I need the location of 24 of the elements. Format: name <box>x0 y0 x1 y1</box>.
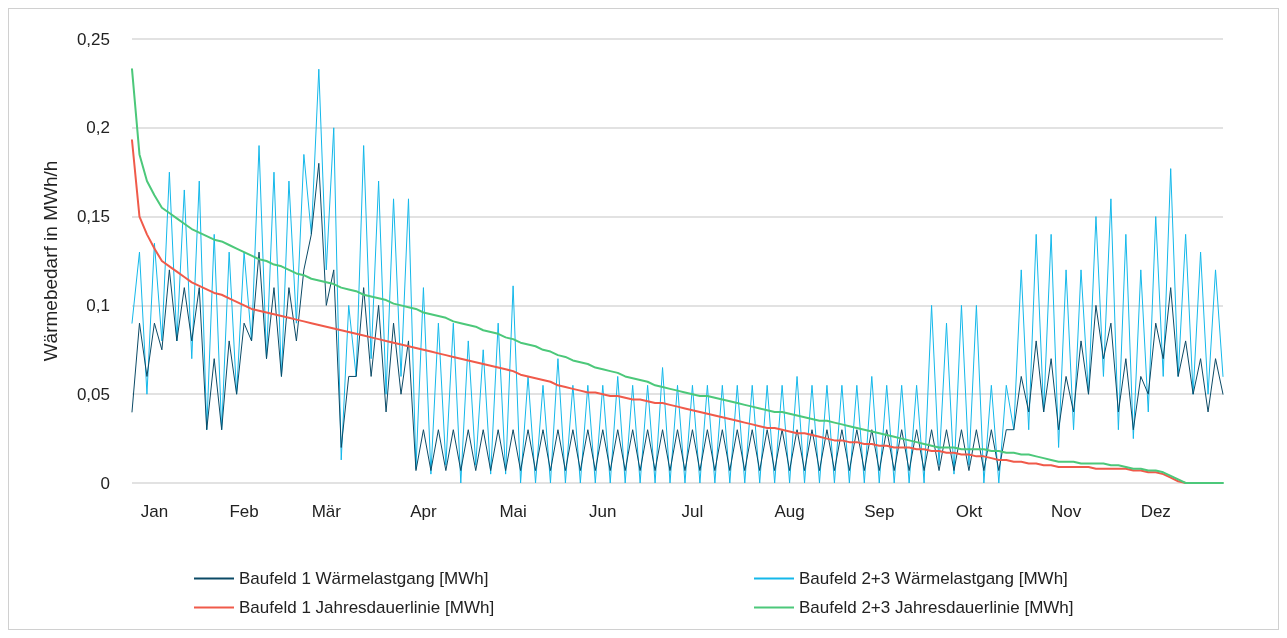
x-tick-label: Feb <box>229 502 259 521</box>
x-tick-label: Jun <box>589 502 617 521</box>
x-tick-label: Dez <box>1140 502 1171 521</box>
x-tick-label: Mär <box>311 502 342 521</box>
legend-label: Baufeld 2+3 Jahresdauerlinie [MWh] <box>799 598 1074 617</box>
x-tick-label: Okt <box>955 502 983 521</box>
y-axis-title: Wärmebedarf in MWh/h <box>40 160 61 362</box>
y-tick-label: 0,05 <box>76 384 110 404</box>
legend-label: Baufeld 1 Jahresdauerlinie [MWh] <box>239 598 495 617</box>
x-tick-label: Jul <box>681 502 704 521</box>
legend-label: Baufeld 1 Wärmelastgang [MWh] <box>239 569 489 588</box>
x-tick-label: Apr <box>410 502 437 521</box>
x-tick-label: Jan <box>140 502 169 521</box>
y-tick-label: 0,15 <box>76 207 110 227</box>
x-tick-label: Aug <box>774 502 805 521</box>
y-tick-label: 0 <box>100 473 110 493</box>
x-tick-label: Sep <box>864 502 895 521</box>
y-tick-label: 0,1 <box>86 295 110 315</box>
x-tick-label: Mai <box>499 502 527 521</box>
x-tick-label: Nov <box>1050 502 1082 521</box>
legend-label: Baufeld 2+3 Wärmelastgang [MWh] <box>799 569 1068 588</box>
line-series <box>131 68 1224 484</box>
y-tick-label: 0,25 <box>76 29 110 49</box>
y-tick-label: 0,2 <box>86 118 110 138</box>
